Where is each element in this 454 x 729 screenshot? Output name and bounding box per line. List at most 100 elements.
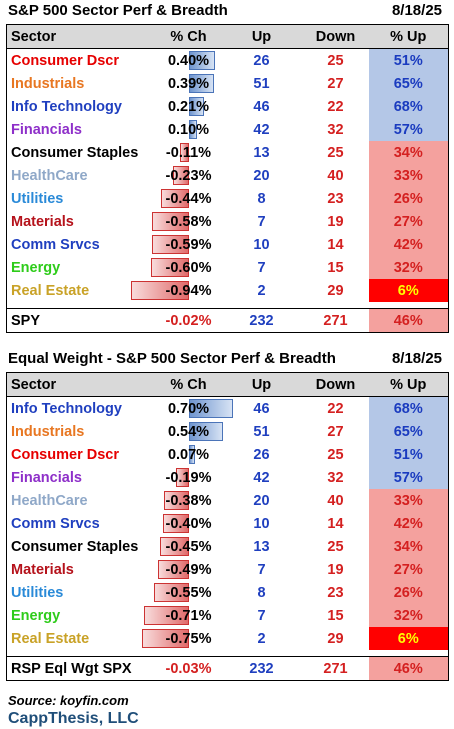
pct-change-cell: 0.39% (157, 72, 221, 95)
total-down-count: 271 (302, 656, 369, 681)
sector-name: Financials (11, 121, 82, 138)
pct-change-value: 0.40% (167, 52, 210, 69)
pct-up-cell: 51% (368, 48, 449, 72)
total-pct-up: 46% (368, 308, 449, 333)
pct-change-cell: 0.10% (157, 118, 221, 141)
total-name: SPY (6, 308, 157, 333)
negative-change-bar (179, 143, 189, 162)
up-count: 20 (253, 167, 270, 184)
negative-change-bar (163, 491, 189, 510)
up-count: 20 (253, 492, 270, 509)
sector-name: HealthCare (11, 492, 88, 509)
up-count: 13 (253, 144, 270, 161)
table-header-row: Sector % Ch Up Down % Up (6, 372, 449, 397)
positive-change-bar (188, 74, 214, 93)
sector-name: Materials (11, 561, 74, 578)
pct-change-value: -0.19% (165, 469, 212, 486)
total-down-count: 271 (302, 308, 369, 333)
table-row: Energy -0.71% 7 15 32% (7, 604, 449, 627)
brand-name: CappThesis, LLC (8, 710, 139, 727)
pct-change-cell: -0.38% (157, 489, 221, 512)
sector-table-equal-weight: Equal Weight - S&P 500 Sector Perf & Bre… (6, 348, 449, 681)
up-count: 26 (253, 52, 270, 69)
header-sector: Sector (6, 372, 157, 397)
sector-name: Energy (11, 607, 61, 624)
total-up-count: 232 (220, 308, 303, 333)
pct-change-cell: -0.60% (150, 256, 221, 279)
table-row: Financials 0.10% 42 32 57% (7, 118, 449, 141)
pct-change-value: -0.55% (165, 584, 212, 601)
pct-change-cell: -0.11% (157, 141, 221, 164)
positive-change-bar (188, 51, 215, 70)
pct-change-cell: 0.40% (157, 49, 221, 73)
down-count: 27 (327, 423, 344, 440)
table-row: Comm Srvcs -0.59% 10 14 42% (7, 233, 449, 256)
pct-up-cell: 51% (368, 443, 449, 466)
up-count: 7 (257, 213, 266, 230)
up-count: 42 (253, 121, 270, 138)
total-row: RSP Eql Wgt SPX -0.03% 232 271 46% (6, 656, 449, 681)
up-count: 10 (253, 515, 270, 532)
table-row: Consumer Staples -0.45% 13 25 34% (7, 535, 449, 558)
pct-up-cell: 68% (368, 396, 449, 420)
sector-name: Comm Srvcs (11, 236, 100, 253)
total-pct-change: -0.02% (156, 308, 221, 333)
pct-change-value: 0.07% (167, 446, 210, 463)
header-up: Up (220, 24, 303, 49)
pct-up-cell: 6% (368, 627, 449, 650)
pct-change-cell: -0.55% (153, 581, 221, 604)
down-count: 19 (327, 213, 344, 230)
up-count: 10 (253, 236, 270, 253)
table-row: Materials -0.58% 7 19 27% (7, 210, 449, 233)
pct-change-cell: -0.71% (143, 604, 221, 627)
sector-name: Consumer Staples (11, 538, 139, 555)
pct-change-value: -0.45% (165, 538, 212, 555)
up-count: 26 (253, 446, 270, 463)
header-down: Down (302, 24, 369, 49)
pct-change-value: -0.38% (165, 492, 212, 509)
pct-up-cell: 6% (368, 279, 449, 302)
down-count: 22 (327, 400, 344, 417)
table-date: 8/18/25 (391, 2, 442, 19)
down-count: 15 (327, 259, 344, 276)
down-count: 40 (327, 167, 344, 184)
sector-name: Info Technology (11, 400, 122, 417)
table-row: HealthCare -0.38% 20 40 33% (7, 489, 449, 512)
pct-change-value: 0.10% (167, 121, 210, 138)
table-row: HealthCare -0.23% 20 40 33% (7, 164, 449, 187)
pct-change-cell: -0.75% (141, 627, 221, 650)
pct-change-value: 0.54% (167, 423, 210, 440)
table-title-row: S&P 500 Sector Perf & Breadth 8/18/25 (6, 0, 448, 24)
sector-name: Financials (11, 469, 82, 486)
total-pct-change: -0.03% (156, 656, 221, 681)
pct-up-cell: 65% (368, 420, 449, 443)
down-count: 25 (327, 52, 344, 69)
negative-change-bar (153, 583, 189, 602)
pct-up-cell: 32% (368, 256, 449, 279)
table-row: Real Estate -0.94% 2 29 6% (7, 279, 449, 302)
down-count: 25 (327, 446, 344, 463)
down-count: 15 (327, 607, 344, 624)
up-count: 7 (257, 607, 266, 624)
positive-change-bar (188, 422, 223, 441)
table-row: Info Technology 0.21% 46 22 68% (7, 95, 449, 118)
pct-change-cell: -0.58% (151, 210, 221, 233)
up-count: 13 (253, 538, 270, 555)
pct-change-cell: -0.49% (157, 558, 221, 581)
down-count: 22 (327, 98, 344, 115)
pct-up-cell: 42% (368, 512, 449, 535)
pct-change-value: -0.49% (165, 561, 212, 578)
sector-name: HealthCare (11, 167, 88, 184)
down-count: 32 (327, 121, 344, 138)
pct-change-value: -0.60% (165, 259, 212, 276)
pct-change-value: -0.11% (165, 144, 212, 161)
sector-name: Utilities (11, 584, 64, 601)
header-pct-up: % Up (368, 372, 449, 397)
sector-name: Utilities (11, 190, 64, 207)
pct-change-value: -0.40% (165, 515, 212, 532)
up-count: 7 (257, 259, 266, 276)
table-row: Industrials 0.54% 51 27 65% (7, 420, 449, 443)
negative-change-bar (162, 514, 189, 533)
total-row: SPY -0.02% 232 271 46% (6, 308, 449, 333)
sector-table-cap-weighted: S&P 500 Sector Perf & Breadth 8/18/25 Se… (6, 0, 449, 333)
